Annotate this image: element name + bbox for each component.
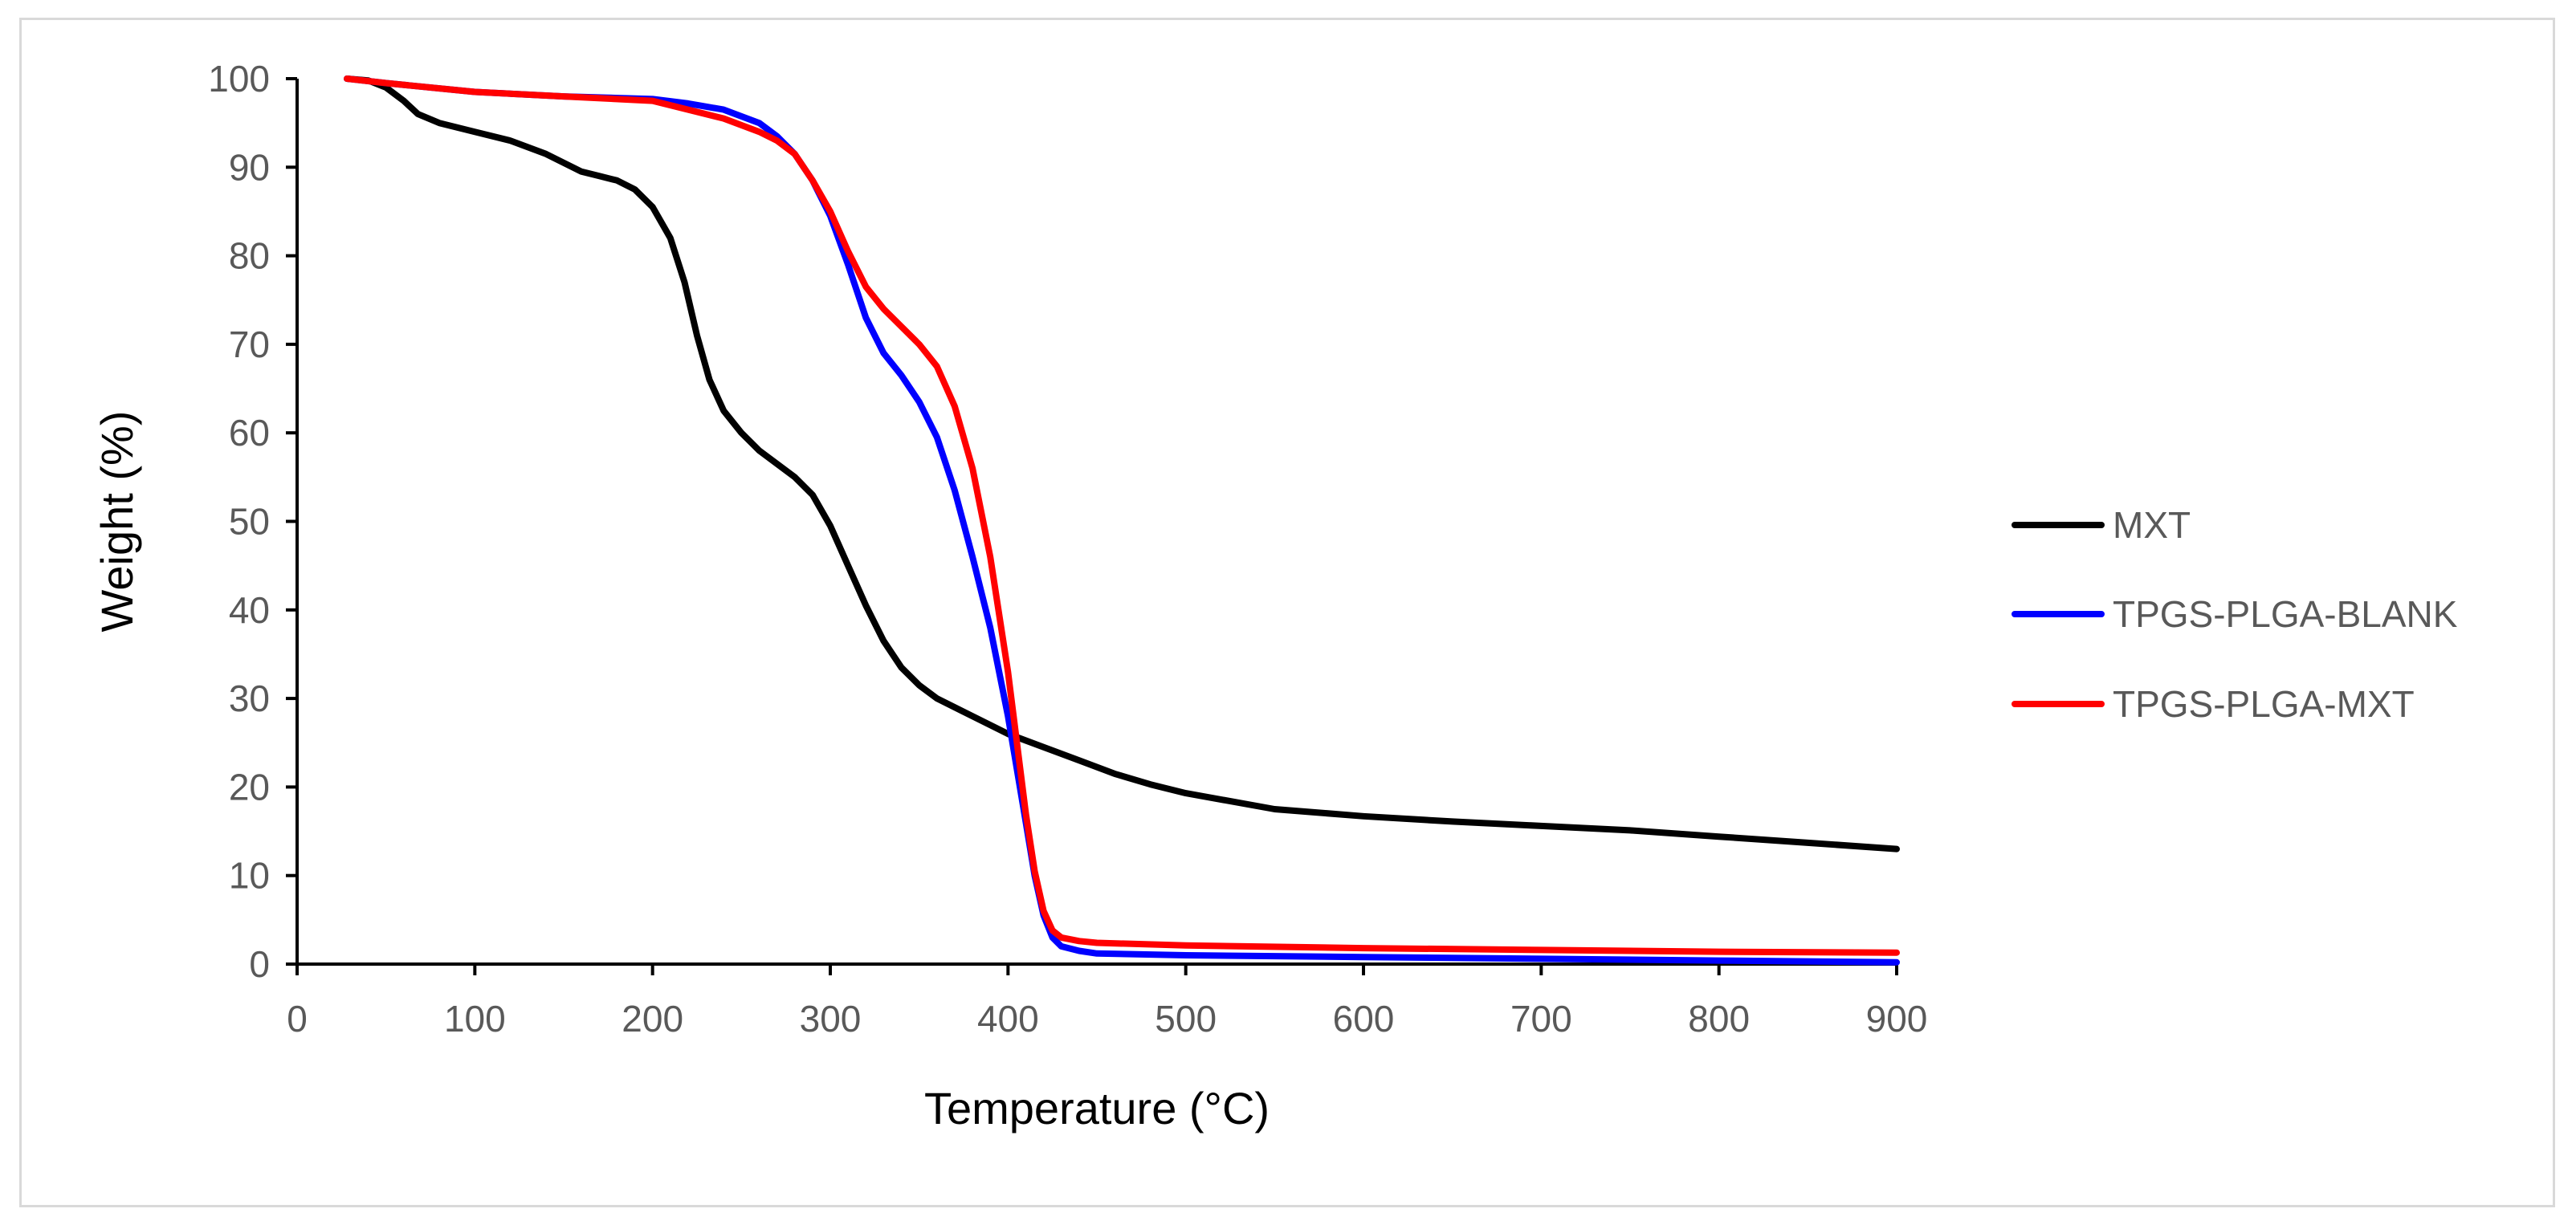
x-tick-label: 500 — [1155, 998, 1217, 1040]
series-line-tpgs-plga-mxt — [344, 75, 1900, 956]
series-line-tpgs-plga-blank — [344, 75, 1900, 966]
x-tick-label: 0 — [287, 998, 308, 1040]
y-tick-label: 40 — [229, 589, 270, 631]
y-tick-label: 100 — [208, 58, 270, 100]
y-tick-label: 80 — [229, 235, 270, 277]
chart-frame: 0 10 20 30 40 50 60 70 80 90 100 0 100 200 300 400 500 60… — [19, 18, 2555, 1207]
legend: MXT TPGS-PLGA-BLANK TPGS-PLGA-MXT — [2011, 504, 2458, 725]
y-tick-label: 90 — [229, 146, 270, 188]
x-tick-label: 600 — [1333, 998, 1395, 1040]
legend-label-tpgs-plga-blank: TPGS-PLGA-BLANK — [2113, 593, 2458, 635]
x-tick-label: 200 — [622, 998, 683, 1040]
y-tick-label: 10 — [229, 855, 270, 897]
x-axis-title: Temperature (°C) — [924, 1083, 1270, 1133]
x-tick-label: 300 — [800, 998, 862, 1040]
x-tick-label: 900 — [1866, 998, 1928, 1040]
legend-label-mxt: MXT — [2113, 504, 2191, 546]
y-tick-label: 20 — [229, 766, 270, 808]
x-tick-label: 100 — [444, 998, 506, 1040]
y-tick-label: 0 — [249, 943, 270, 985]
x-tick-label: 700 — [1510, 998, 1572, 1040]
series-layer — [344, 75, 1900, 966]
tga-chart: 0 10 20 30 40 50 60 70 80 90 100 0 100 200 300 400 500 60… — [92, 58, 2458, 1133]
y-tick-label: 70 — [229, 324, 270, 365]
x-tick-label: 800 — [1688, 998, 1750, 1040]
y-tick-label: 60 — [229, 412, 270, 454]
y-tick-label: 30 — [229, 678, 270, 719]
series-line-mxt — [344, 75, 1900, 853]
legend-label-tpgs-plga-mxt: TPGS-PLGA-MXT — [2113, 683, 2415, 725]
axes-layer: 0 10 20 30 40 50 60 70 80 90 100 0 100 200 300 400 500 60… — [208, 58, 1927, 1040]
y-axis-title: Weight (%) — [92, 411, 142, 633]
x-tick-label: 400 — [977, 998, 1039, 1040]
y-tick-label: 50 — [229, 501, 270, 543]
